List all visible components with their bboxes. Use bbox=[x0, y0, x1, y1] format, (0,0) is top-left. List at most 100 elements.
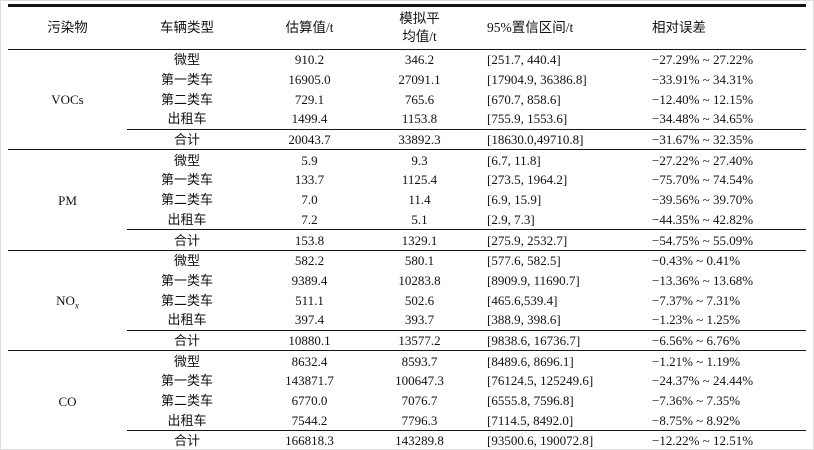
table-row: 第二类车 6770.0 7076.7 [6555.8, 7596.8] −7.36% ~… bbox=[8, 391, 806, 411]
table-body: VOCs 微型 910.2 346.2 [251.7, 440.4] −27.29% ~ … bbox=[8, 49, 806, 449]
pollutant-label: PM bbox=[58, 192, 77, 208]
sim-mean-cell: 1125.4 bbox=[401, 172, 438, 188]
vehicle-type-cell: 出租车 bbox=[167, 412, 207, 428]
table-row: 第一类车 16905.0 27091.1 [17904.9, 36386.8] −33.… bbox=[8, 70, 806, 90]
estimate-cell: 143871.7 bbox=[285, 373, 334, 389]
estimate-cell: 582.2 bbox=[294, 253, 325, 269]
table-row: 第一类车 143871.7 100647.3 [76124.5, 125249.6] −… bbox=[8, 371, 806, 391]
confidence-interval-cell: [275.9, 2532.7] bbox=[467, 229, 643, 251]
relative-error-cell: −44.35% ~ 42.82% bbox=[652, 211, 754, 227]
total-row: 合计 10880.1 13577.2 [9838.6, 16736.7] −6.56% … bbox=[8, 329, 806, 352]
confidence-interval-cell: [251.7, 440.4] bbox=[487, 52, 561, 68]
vehicle-type-cell: 第一类车 bbox=[160, 373, 213, 389]
sim-mean-cell: 27091.1 bbox=[398, 72, 441, 88]
header-row: 污染物 车辆类型 估算值/t 模拟平 均值/t 95%置信区间/t 相对误差 bbox=[8, 5, 806, 50]
estimate-cell: 133.7 bbox=[294, 172, 325, 188]
estimate-cell: 397.4 bbox=[294, 312, 325, 328]
vehicle-type-cell: 微型 bbox=[173, 253, 200, 269]
table-row: 第二类车 7.0 11.4 [6.9, 15.9] −39.56% ~ 39.70% bbox=[8, 190, 806, 210]
relative-error-cell: −33.91% ~ 34.31% bbox=[652, 72, 754, 88]
column-header-pollutant: 污染物 bbox=[8, 5, 127, 50]
table-row: 第二类车 729.1 765.6 [670.7, 858.6] −12.40% ~ 12… bbox=[8, 89, 806, 109]
estimate-cell: 9389.4 bbox=[291, 272, 328, 288]
sim-mean-cell: 7076.7 bbox=[401, 393, 438, 409]
confidence-interval-cell: [755.9, 1553.6] bbox=[487, 111, 568, 127]
vehicle-type-cell: 第二类车 bbox=[160, 192, 213, 208]
confidence-interval-cell: [6.9, 15.9] bbox=[487, 192, 542, 208]
sim-mean-cell: 765.6 bbox=[404, 91, 435, 107]
vehicle-type-cell: 出租车 bbox=[167, 111, 207, 127]
relative-error-cell: −6.56% ~ 6.76% bbox=[643, 329, 806, 352]
estimate-cell: 7544.2 bbox=[291, 412, 328, 428]
sim-mean-cell: 100647.3 bbox=[395, 373, 444, 389]
confidence-interval-cell: [6555.8, 7596.8] bbox=[487, 393, 574, 409]
table-row: 出租车 1499.4 1153.8 [755.9, 1553.6] −34.48% ~ … bbox=[8, 109, 806, 129]
estimate-cell: 16905.0 bbox=[288, 72, 331, 88]
table-row: VOCs 微型 910.2 346.2 [251.7, 440.4] −27.29% ~ … bbox=[8, 49, 806, 151]
column-header-vehicle-type: 车辆类型 bbox=[127, 5, 247, 50]
table-header: 污染物 车辆类型 估算值/t 模拟平 均值/t 95%置信区间/t 相对误差 bbox=[8, 5, 806, 50]
sim-mean-cell: 143289.8 bbox=[372, 430, 467, 449]
confidence-interval-cell: [388.9, 398.6] bbox=[487, 312, 561, 328]
table-row: 第一类车 133.7 1125.4 [273.5, 1964.2] −75.70% ~ … bbox=[8, 170, 806, 190]
column-header-confidence-interval: 95%置信区间/t bbox=[467, 5, 643, 50]
estimate-cell: 7.0 bbox=[301, 192, 318, 208]
vehicle-type-cell: 第一类车 bbox=[160, 172, 213, 188]
estimate-cell: 7.2 bbox=[301, 211, 318, 227]
pollutant-cell: CO bbox=[8, 350, 127, 449]
relative-error-cell: −34.48% ~ 34.65% bbox=[652, 111, 754, 127]
confidence-interval-cell: [8489.6, 8696.1] bbox=[487, 353, 574, 369]
pollutant-label: CO bbox=[58, 393, 77, 409]
sim-mean-cell: 1153.8 bbox=[401, 111, 438, 127]
sim-mean-cell: 5.1 bbox=[411, 211, 428, 227]
vehicle-type-cell: 第二类车 bbox=[160, 91, 213, 107]
relative-error-cell: −7.36% ~ 7.35% bbox=[652, 393, 741, 409]
relative-error-cell: −7.37% ~ 7.31% bbox=[652, 292, 741, 308]
sim-mean-cell: 11.4 bbox=[408, 192, 431, 208]
relative-error-cell: −8.75% ~ 8.92% bbox=[652, 412, 741, 428]
table-row: PM 微型 5.9 9.3 [6.7, 11.8] −27.22% ~ 27.40% bbox=[8, 149, 806, 251]
sim-mean-cell: 393.7 bbox=[404, 312, 435, 328]
confidence-interval-cell: [93500.6, 190072.8] bbox=[467, 430, 643, 449]
vehicle-type-cell: 微型 bbox=[173, 152, 200, 168]
sim-mean-cell: 33892.3 bbox=[372, 128, 467, 151]
table-row: 出租车 397.4 393.7 [388.9, 398.6] −1.23% ~ 1.25… bbox=[8, 310, 806, 330]
sim-mean-cell: 13577.2 bbox=[372, 329, 467, 352]
pollutant-subscript: x bbox=[74, 300, 79, 311]
relative-error-cell: −1.23% ~ 1.25% bbox=[652, 312, 741, 328]
relative-error-cell: −0.43% ~ 0.41% bbox=[652, 253, 741, 269]
relative-error-cell: −27.29% ~ 27.22% bbox=[652, 52, 754, 68]
estimate-cell: 153.8 bbox=[247, 229, 372, 251]
estimate-cell: 10880.1 bbox=[247, 329, 372, 352]
relative-error-cell: −75.70% ~ 74.54% bbox=[652, 172, 754, 188]
sim-mean-cell: 7796.3 bbox=[401, 412, 438, 428]
vehicle-type-cell: 微型 bbox=[173, 52, 200, 68]
confidence-interval-cell: [273.5, 1964.2] bbox=[487, 172, 568, 188]
vehicle-type-cell: 出租车 bbox=[167, 211, 207, 227]
confidence-interval-cell: [9838.6, 16736.7] bbox=[467, 329, 643, 352]
confidence-interval-cell: [577.6, 582.5] bbox=[487, 253, 561, 269]
column-header-relative-error: 相对误差 bbox=[643, 5, 806, 50]
estimate-cell: 5.9 bbox=[301, 152, 318, 168]
vehicle-type-cell: 第一类车 bbox=[160, 72, 213, 88]
vehicle-type-cell: 第二类车 bbox=[160, 393, 213, 409]
pollutant-cell: PM bbox=[8, 149, 127, 251]
table-row: 出租车 7544.2 7796.3 [7114.5, 8492.0] −8.75% ~ … bbox=[8, 410, 806, 430]
confidence-interval-cell: [7114.5, 8492.0] bbox=[487, 412, 574, 428]
pollutant-label: NO bbox=[56, 293, 75, 309]
sim-mean-cell: 9.3 bbox=[411, 152, 428, 168]
confidence-interval-cell: [6.7, 11.8] bbox=[487, 152, 541, 168]
column-header-estimate: 估算值/t bbox=[247, 5, 372, 50]
pollutant-cell: NOx bbox=[8, 250, 127, 352]
vehicle-type-cell: 合计 bbox=[127, 128, 247, 151]
confidence-interval-cell: [8909.9, 11690.7] bbox=[487, 272, 580, 288]
estimate-cell: 166818.3 bbox=[247, 430, 372, 449]
estimate-cell: 8632.4 bbox=[291, 353, 328, 369]
estimate-cell: 910.2 bbox=[294, 52, 325, 68]
pollutant-cell: VOCs bbox=[8, 49, 127, 151]
pollutant-emissions-table: 污染物 车辆类型 估算值/t 模拟平 均值/t 95%置信区间/t 相对误差 V… bbox=[8, 4, 806, 449]
confidence-interval-cell: [465.6,539.4] bbox=[487, 292, 558, 308]
relative-error-cell: −12.40% ~ 12.15% bbox=[652, 91, 754, 107]
pollutant-label: VOCs bbox=[51, 92, 84, 108]
